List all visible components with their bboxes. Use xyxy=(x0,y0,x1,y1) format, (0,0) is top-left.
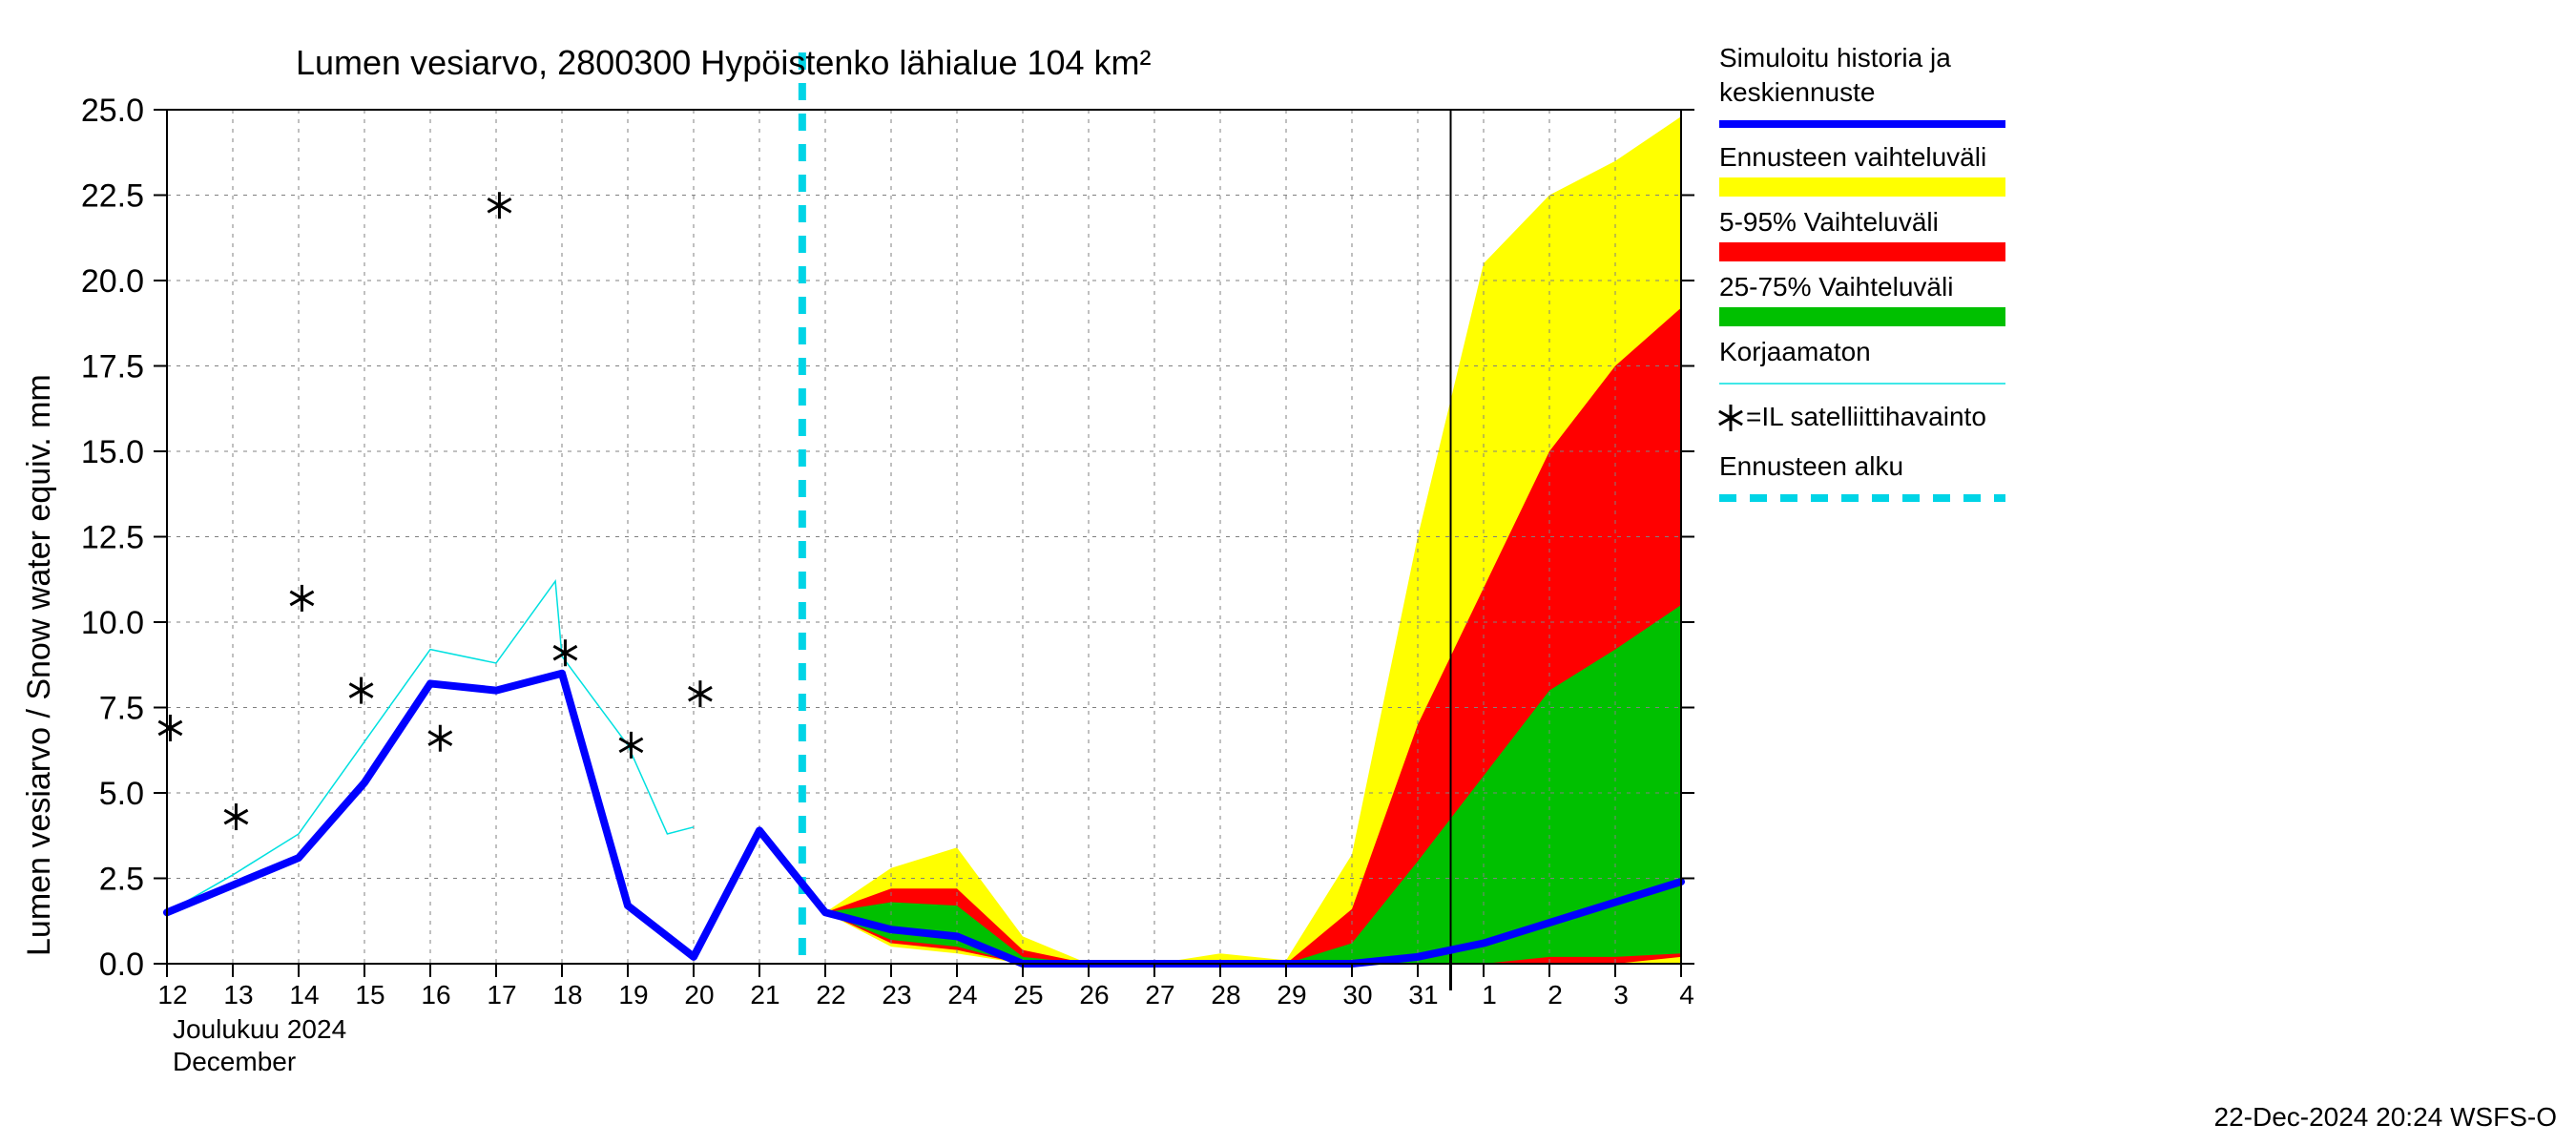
ytick-label: 12.5 xyxy=(81,520,144,556)
chart-title: Lumen vesiarvo, 2800300 Hypöistenko lähi… xyxy=(296,43,1152,82)
ytick-label: 17.5 xyxy=(81,349,144,385)
xtick-label: 18 xyxy=(552,980,582,1010)
xtick-label: 12 xyxy=(157,980,187,1010)
ytick-label: 10.0 xyxy=(81,605,144,641)
xtick-label: 27 xyxy=(1145,980,1174,1010)
chart-container: 0.0 2.5 5.0 7.5 10.0 12.5 15.0 17.5 20.0 22.5 25.0… xyxy=(0,0,2576,1145)
legend-text: keskiennuste xyxy=(1719,77,1875,107)
x-month-label-2: December xyxy=(173,1047,296,1076)
xtick-label: 23 xyxy=(882,980,911,1010)
xtick-label: 29 xyxy=(1277,980,1306,1010)
chart-svg: 0.0 2.5 5.0 7.5 10.0 12.5 15.0 17.5 20.0 22.5 25.0… xyxy=(0,0,2576,1145)
xtick-label: 30 xyxy=(1342,980,1372,1010)
xtick-label: 17 xyxy=(487,980,516,1010)
ytick-label: 2.5 xyxy=(99,862,144,898)
x-month-label-1: Joulukuu 2024 xyxy=(173,1014,346,1044)
xtick-label: 13 xyxy=(223,980,253,1010)
ytick-label: 20.0 xyxy=(81,263,144,300)
legend-text: 5-95% Vaihteluväli xyxy=(1719,207,1939,237)
footer-timestamp: 22-Dec-2024 20:24 WSFS-O xyxy=(2214,1102,2558,1132)
xtick-label: 2 xyxy=(1548,980,1563,1010)
xtick-label: 14 xyxy=(289,980,319,1010)
ytick-label: 7.5 xyxy=(99,691,144,727)
legend-text: 25-75% Vaihteluväli xyxy=(1719,272,1953,302)
xtick-label: 28 xyxy=(1211,980,1240,1010)
xtick-label: 1 xyxy=(1482,980,1497,1010)
xtick-label: 31 xyxy=(1408,980,1438,1010)
legend-text: Simuloitu historia ja xyxy=(1719,43,1951,73)
chart-bg xyxy=(0,0,2576,1145)
legend-swatch-band xyxy=(1719,177,2005,197)
xtick-label: 16 xyxy=(421,980,450,1010)
xtick-label: 22 xyxy=(816,980,845,1010)
ytick-label: 0.0 xyxy=(99,947,144,983)
legend-swatch-band xyxy=(1719,242,2005,261)
ytick-label: 5.0 xyxy=(99,776,144,812)
ytick-label: 15.0 xyxy=(81,434,144,470)
ytick-label: 22.5 xyxy=(81,178,144,215)
ytick-label: 25.0 xyxy=(81,93,144,129)
legend-swatch-band xyxy=(1719,307,2005,326)
xtick-label: 4 xyxy=(1679,980,1694,1010)
xtick-label: 21 xyxy=(750,980,779,1010)
legend-text: Ennusteen vaihteluväli xyxy=(1719,142,1986,172)
xtick-label: 3 xyxy=(1613,980,1629,1010)
legend-text: =IL satelliittihavainto xyxy=(1746,402,1986,431)
xtick-label: 20 xyxy=(684,980,714,1010)
xtick-label: 15 xyxy=(355,980,384,1010)
xtick-label: 25 xyxy=(1013,980,1043,1010)
xtick-label: 19 xyxy=(618,980,648,1010)
xtick-label: 26 xyxy=(1079,980,1109,1010)
y-axis-label: Lumen vesiarvo / Snow water equiv. mm xyxy=(21,374,57,956)
xtick-label: 24 xyxy=(947,980,977,1010)
legend-text: Ennusteen alku xyxy=(1719,451,1903,481)
legend-text: Korjaamaton xyxy=(1719,337,1871,366)
